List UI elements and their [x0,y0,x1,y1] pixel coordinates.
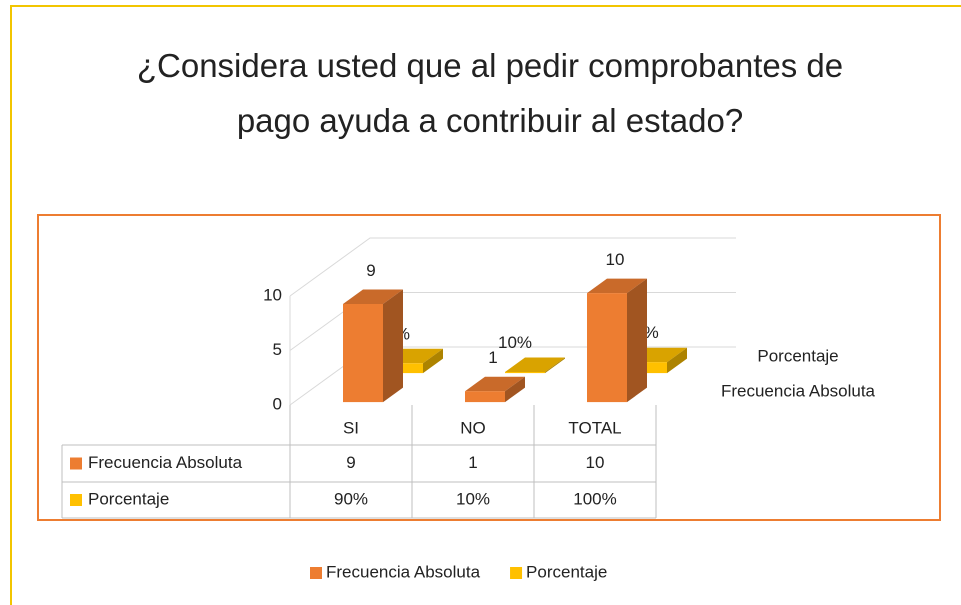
table-cell: 9 [346,453,355,472]
table-row-header: Porcentaje [88,489,169,508]
table-cell: 100% [573,489,616,508]
legend-label: Frecuencia Absoluta [326,562,481,581]
table-cell: 10 [586,453,605,472]
legend-key [510,567,523,579]
data-label: 10% [498,333,532,352]
bar [505,372,545,374]
data-label: 9 [366,261,375,280]
data-label: 10 [606,250,625,269]
table-key [70,457,82,470]
bar [343,304,383,403]
bar [465,391,505,403]
x-tick-label: SI [343,418,359,437]
depth-label: Porcentaje [757,346,838,365]
data-label: 1 [488,348,497,367]
chart-title: ¿Considera usted que al pedir comprobant… [136,47,844,139]
table-cell: 1 [468,453,477,472]
frame [10,5,961,605]
bar-side [383,289,403,403]
legend-key [310,567,322,579]
table-row-header: Frecuencia Absoluta [88,453,243,472]
bar [587,293,627,403]
depth-label: Frecuencia Absoluta [721,381,876,400]
y-tick-label: 5 [273,340,282,359]
x-tick-label: TOTAL [568,418,621,437]
x-tick-label: NO [460,418,486,437]
bar-side [545,357,565,374]
y-tick-label: 0 [273,394,282,413]
bar-side [627,278,647,403]
legend-label: Porcentaje [526,562,607,581]
table-cell: 10% [456,489,490,508]
bar-side [423,348,443,374]
y-tick-label: 10 [263,285,282,304]
plot-border [37,214,941,521]
bar-side [505,376,525,403]
table-cell: 90% [334,489,368,508]
grid-line [289,237,736,297]
table-key [70,494,82,506]
bar-side [667,347,687,374]
